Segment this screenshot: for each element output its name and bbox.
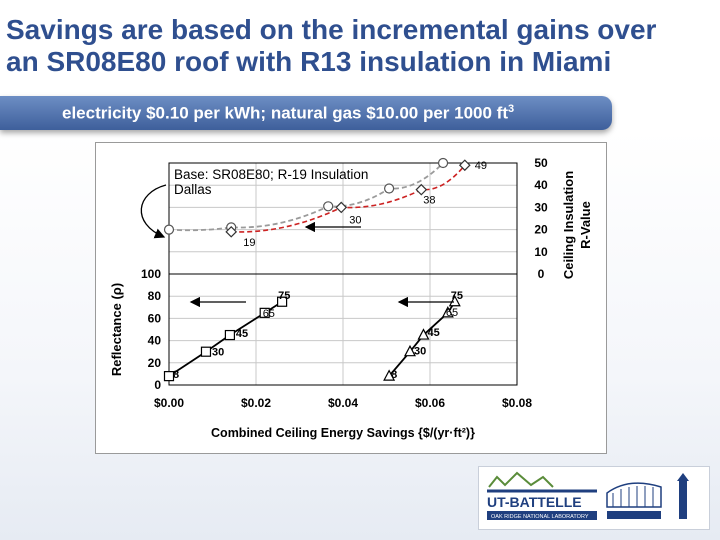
x-tick-label: $0.02 bbox=[241, 396, 271, 410]
data-point-diamond bbox=[335, 201, 348, 214]
x-tick-label: $0.04 bbox=[328, 396, 358, 410]
right-axis-tick-label: 0 bbox=[538, 267, 545, 281]
lab-building-icon bbox=[606, 482, 662, 508]
data-label-square: 65 bbox=[263, 308, 275, 320]
data-label-square: 45 bbox=[236, 328, 248, 340]
data-point-circle bbox=[323, 201, 334, 212]
right-axis-tick-label: 40 bbox=[534, 178, 548, 192]
chart-annotation: Dallas bbox=[174, 182, 212, 197]
plot-frame-upper bbox=[168, 162, 518, 275]
chart: 0 20 40 60 80 100 0 10 20 30 40 50 $0.00 $0.02 $0.04 $0… bbox=[109, 156, 593, 440]
data-point-triangle bbox=[441, 306, 454, 318]
data-point-circle bbox=[163, 224, 175, 235]
x-tick-label: $0.08 bbox=[502, 396, 532, 410]
series-diamond-line bbox=[231, 164, 466, 233]
data-label-triangle: 75 bbox=[451, 290, 463, 302]
data-point-square bbox=[200, 346, 212, 357]
data-point-circle bbox=[384, 183, 395, 194]
data-label-triangle: 8 bbox=[391, 369, 397, 381]
data-label-triangle: 45 bbox=[427, 327, 439, 339]
data-label-square: 75 bbox=[278, 290, 290, 302]
data-point-triangle bbox=[383, 369, 396, 381]
subtitle-text: electricity $0.10 per kWh; natural gas $… bbox=[62, 103, 508, 123]
data-point-square bbox=[224, 329, 235, 341]
data-point-square bbox=[277, 296, 288, 307]
ut-battelle-logo: UT-BATTELLE OAK RIDGE NATIONAL LABORATOR… bbox=[478, 466, 710, 530]
right-axis-tick-label: 10 bbox=[534, 245, 548, 259]
data-label-diamond: 49 bbox=[475, 160, 487, 172]
data-point-diamond bbox=[225, 225, 238, 238]
data-point-triangle bbox=[403, 344, 416, 357]
left-axis-tick-label: 0 bbox=[154, 378, 161, 392]
left-axis-tick-label: 40 bbox=[148, 334, 162, 348]
axes-layer bbox=[168, 162, 518, 386]
slide-title: Savings are based on the incremental gai… bbox=[6, 14, 716, 78]
data-label-diamond: 38 bbox=[423, 195, 435, 207]
x-tick-label: $0.00 bbox=[154, 396, 184, 410]
tower-icon bbox=[679, 481, 687, 519]
x-tick-label: $0.06 bbox=[415, 396, 445, 410]
data-label-triangle: 30 bbox=[414, 346, 426, 358]
x-axis-label: Combined Ceiling Energy Savings {$/(yr·f… bbox=[211, 426, 475, 440]
data-label-square: 30 bbox=[212, 347, 224, 359]
subtitle-bar bbox=[0, 96, 612, 130]
series-markers-layer bbox=[163, 157, 471, 382]
subtitle-superscript: 3 bbox=[508, 103, 515, 115]
chart-panel: 0 20 40 60 80 100 0 10 20 30 40 50 $0.00 $0.02 $0.04 $0… bbox=[95, 142, 607, 454]
data-label-triangle: 65 bbox=[446, 307, 458, 319]
right-axis-label-line2: R-Value bbox=[578, 201, 593, 249]
data-point-circle bbox=[437, 157, 449, 169]
data-point-square bbox=[163, 371, 175, 382]
data-label-square: 8 bbox=[173, 369, 179, 381]
title-line-1: Savings are based on the incremental gai… bbox=[6, 14, 657, 45]
left-axis-tick-label: 80 bbox=[148, 289, 162, 303]
data-label-diamond: 19 bbox=[243, 237, 255, 249]
logo-tagline: OAK RIDGE NATIONAL LABORATORY bbox=[491, 514, 589, 520]
right-axis-tick-label: 30 bbox=[534, 200, 548, 214]
chart-annotation: Base: SR08E80; R-19 Insulation bbox=[174, 167, 368, 182]
right-axis-label-line1: Ceiling Insulation bbox=[561, 171, 576, 279]
right-axis-tick-label: 20 bbox=[534, 223, 548, 237]
title-line-2: an SR08E80 roof with R13 insulation in M… bbox=[6, 46, 612, 77]
subtitle: electricity $0.10 per kWh; natural gas $… bbox=[62, 103, 514, 124]
annotation-curved-arrow bbox=[140, 184, 167, 239]
logo-name: UT-BATTELLE bbox=[487, 494, 582, 510]
data-label-diamond: 30 bbox=[349, 214, 361, 226]
data-point-square bbox=[259, 307, 270, 318]
data-point-diamond bbox=[415, 183, 428, 196]
left-axis-label: Reflectance (ρ) bbox=[109, 283, 124, 376]
chart-text-layer: 0 20 40 60 80 100 0 10 20 30 40 50 $0.00 $0.02 $0.04 $0… bbox=[109, 156, 593, 440]
right-axis-tick-label: 50 bbox=[534, 156, 548, 170]
data-point-triangle bbox=[417, 328, 430, 340]
left-axis-tick-label: 60 bbox=[148, 311, 162, 325]
data-point-triangle bbox=[448, 294, 461, 307]
series-lines-layer bbox=[168, 162, 466, 377]
left-axis-tick-label: 100 bbox=[141, 267, 161, 281]
left-axis-tick-label: 20 bbox=[148, 356, 162, 370]
logo-graphic: UT-BATTELLE OAK RIDGE NATIONAL LABORATOR… bbox=[487, 471, 689, 520]
data-point-diamond bbox=[458, 159, 471, 172]
